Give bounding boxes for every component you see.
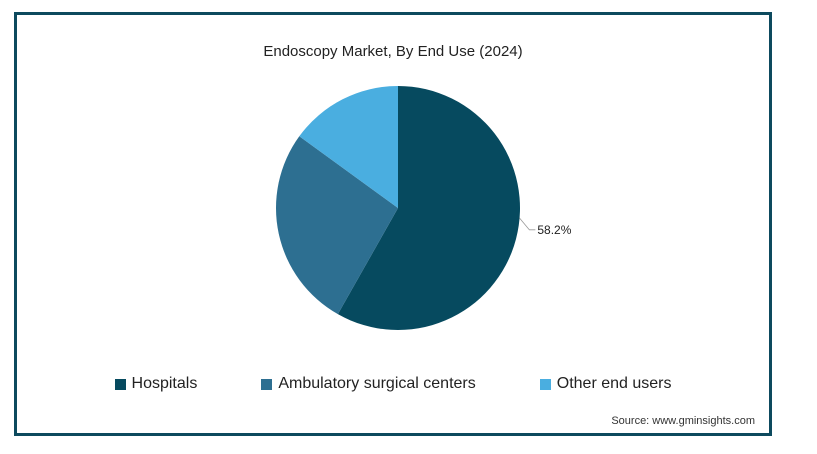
source-note: Source: www.gminsights.com [611, 415, 755, 427]
chart-title: Endoscopy Market, By End Use (2024) [263, 43, 523, 60]
pie-chart: 58.2% [275, 86, 572, 330]
chart-legend: Hospitals Ambulatory surgical centers Othe… [17, 375, 769, 393]
legend-swatch [539, 378, 551, 390]
legend-item-hospitals: Hospitals [114, 375, 198, 393]
pie-slice-other-end-users [299, 86, 398, 208]
data-label-leader-line [519, 217, 536, 231]
legend-label: Hospitals [131, 375, 198, 392]
data-label-hospitals: 58.2% [537, 223, 571, 237]
legend-item-ambulatory-surgical-centers: Ambulatory surgical centers [261, 375, 476, 393]
legend-label: Ambulatory surgical centers [278, 375, 476, 392]
legend-swatch [114, 378, 126, 390]
chart-frame: Endoscopy Market, By End Use (2024) 58.2… [14, 12, 772, 436]
pie-slice-ambulatory-surgical-centers [275, 136, 398, 315]
pie-slice-hospitals [337, 86, 520, 330]
legend-label: Other end users [556, 375, 672, 392]
legend-item-other-end-users: Other end users [539, 375, 672, 393]
legend-swatch [261, 378, 273, 390]
